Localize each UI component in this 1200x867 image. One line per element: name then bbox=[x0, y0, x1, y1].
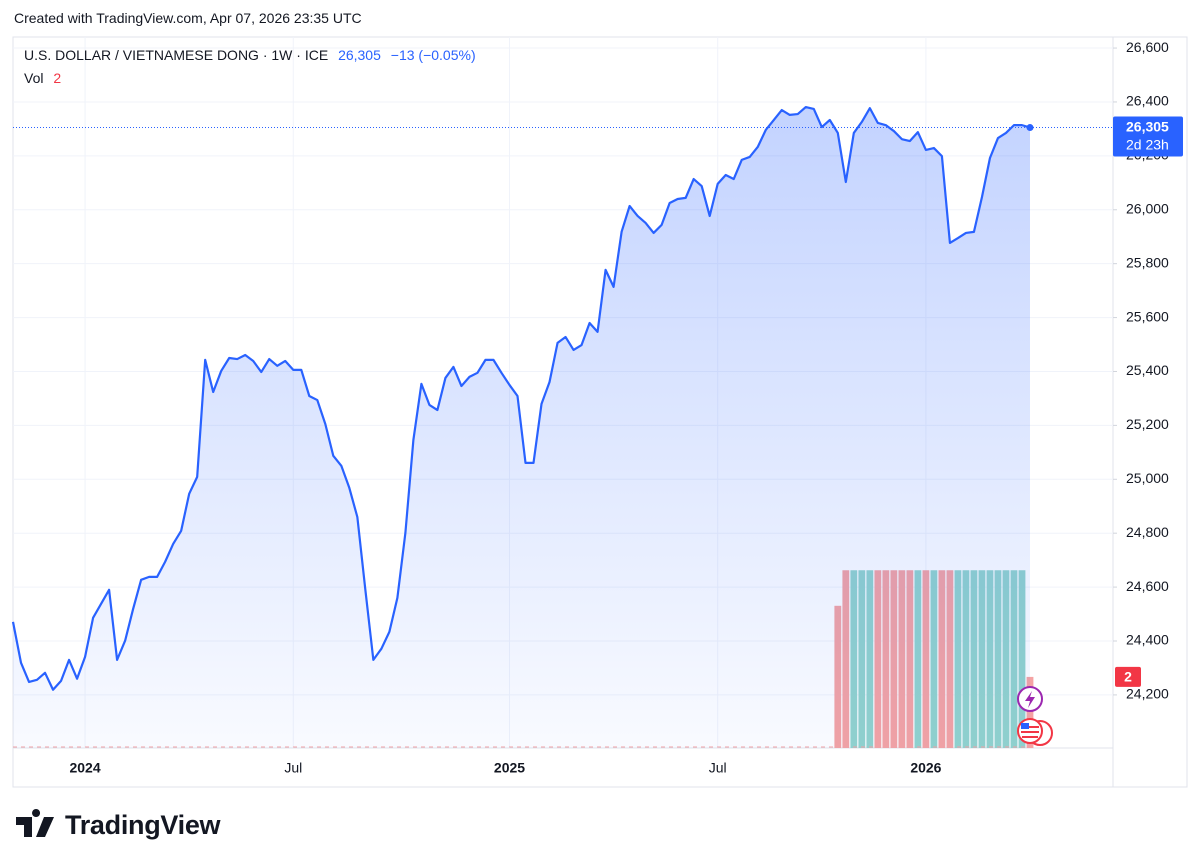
y-tick-label: 26,000 bbox=[1126, 200, 1169, 216]
y-tick-label: 24,400 bbox=[1126, 632, 1169, 648]
volume-last: 2 bbox=[53, 70, 62, 86]
created-note: Created with TradingView.com, Apr 07, 20… bbox=[14, 10, 362, 26]
logo-text: TradingView bbox=[65, 810, 221, 840]
y-tick-label: 24,600 bbox=[1126, 578, 1169, 594]
axes: 24,200 24,400 24,600 24,800 25,000 25,200 25,4… bbox=[69, 39, 1183, 776]
legend-row: U.S. DOLLAR / VIETNAMESE DONG · 1W · ICE… bbox=[24, 47, 482, 63]
volume-tag-box bbox=[1115, 666, 1141, 687]
last-price: 26,305 bbox=[338, 47, 381, 63]
logo-mark bbox=[16, 809, 54, 837]
y-tick-label: 25,600 bbox=[1126, 308, 1169, 324]
chart-frame bbox=[12, 36, 1188, 788]
volume-tag: 2 bbox=[1124, 669, 1132, 685]
price-change: −13 (−0.05%) bbox=[390, 47, 476, 63]
price-label-box bbox=[1113, 116, 1183, 157]
y-tick-label: 24,200 bbox=[1126, 686, 1169, 702]
x-tick-label: 2026 bbox=[910, 760, 941, 776]
y-tick-label: 25,400 bbox=[1126, 362, 1169, 378]
x-tick-label: 2024 bbox=[69, 760, 100, 776]
y-tick-label: 25,800 bbox=[1126, 254, 1169, 270]
price-line bbox=[11, 105, 1031, 691]
y-tick-label: 25,000 bbox=[1126, 470, 1169, 486]
symbol-title: U.S. DOLLAR / VIETNAMESE DONG · 1W · ICE bbox=[24, 47, 329, 63]
countdown: 2d 23h bbox=[1126, 136, 1169, 152]
event-icon-bolt bbox=[1025, 691, 1035, 708]
y-tick-label: 24,800 bbox=[1126, 524, 1169, 540]
x-tick-label: Jul bbox=[284, 760, 302, 776]
volume-title: Vol bbox=[24, 70, 44, 86]
plot bbox=[11, 105, 1113, 748]
price-label: 26,305 bbox=[1126, 118, 1169, 134]
last-price-dot bbox=[1026, 124, 1034, 132]
y-tick-label: 26,600 bbox=[1126, 39, 1169, 55]
y-tick-label: 26,400 bbox=[1126, 93, 1169, 109]
price-area bbox=[13, 107, 1030, 748]
x-tick-label: Jul bbox=[709, 760, 727, 776]
volume-legend: Vol 2 bbox=[24, 70, 67, 86]
y-tick-label: 25,200 bbox=[1126, 416, 1169, 432]
x-tick-label: 2025 bbox=[494, 760, 525, 776]
flag-canton bbox=[1021, 723, 1029, 729]
